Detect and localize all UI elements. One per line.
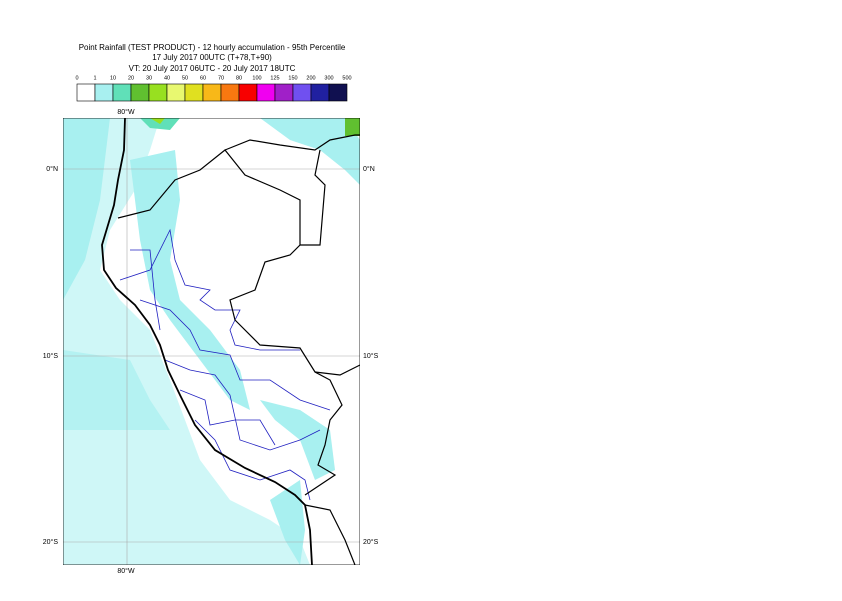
legend-swatch [292, 83, 312, 102]
legend-swatch [220, 83, 240, 102]
legend-label: 40 [164, 75, 170, 81]
legend-swatch [112, 83, 132, 102]
legend-label: 70 [218, 75, 224, 81]
legend-label: 150 [288, 75, 297, 81]
legend-swatch [148, 83, 168, 102]
regions [119, 228, 331, 501]
legend-swatch [166, 83, 186, 102]
legend-label: 500 [342, 75, 351, 81]
legend-swatch [184, 83, 204, 102]
legend-label: 10 [110, 75, 116, 81]
legend-label: 300 [324, 75, 333, 81]
lon-label: 80°W [117, 108, 135, 116]
legend-swatch [94, 83, 114, 102]
lat-label: 0°N [46, 165, 58, 173]
legend-label: 60 [200, 75, 206, 81]
legend-label: 100 [252, 75, 261, 81]
lat-label: 10°S [363, 352, 379, 360]
legend-swatch [76, 83, 96, 102]
rain-areas [63, 118, 360, 565]
lat-label: 0°N [363, 165, 375, 173]
legend-swatch [256, 83, 276, 102]
legend-swatch [130, 83, 150, 102]
legend-swatch [274, 83, 294, 102]
subtitle: 17 July 2017 00UTC (T+78,T+90) [152, 53, 272, 62]
title: Point Rainfall (TEST PRODUCT) - 12 hourl… [79, 43, 346, 52]
lat-label: 20°S [363, 538, 379, 546]
map [63, 118, 360, 565]
legend-swatch [202, 83, 222, 102]
borders [101, 118, 360, 565]
legend-label: 20 [128, 75, 134, 81]
lat-label: 10°S [43, 352, 59, 360]
legend-swatch [310, 83, 330, 102]
valid-time: VT: 20 July 2017 06UTC - 20 July 2017 18… [129, 64, 296, 73]
legend-swatch [238, 83, 258, 102]
legend-label: 0 [75, 75, 78, 81]
legend-label: 30 [146, 75, 152, 81]
lat-label: 20°S [43, 538, 59, 546]
legend-label: 200 [306, 75, 315, 81]
legend-label: 50 [182, 75, 188, 81]
legend: 0 1 10 20 30 40 50 60 70 80 100 125 150 200 300 500 [75, 75, 352, 102]
legend-label: 125 [270, 75, 279, 81]
lon-label: 80°W [117, 567, 135, 575]
legend-label: 80 [236, 75, 242, 81]
legend-swatch [328, 83, 348, 102]
legend-label: 1 [93, 75, 96, 81]
